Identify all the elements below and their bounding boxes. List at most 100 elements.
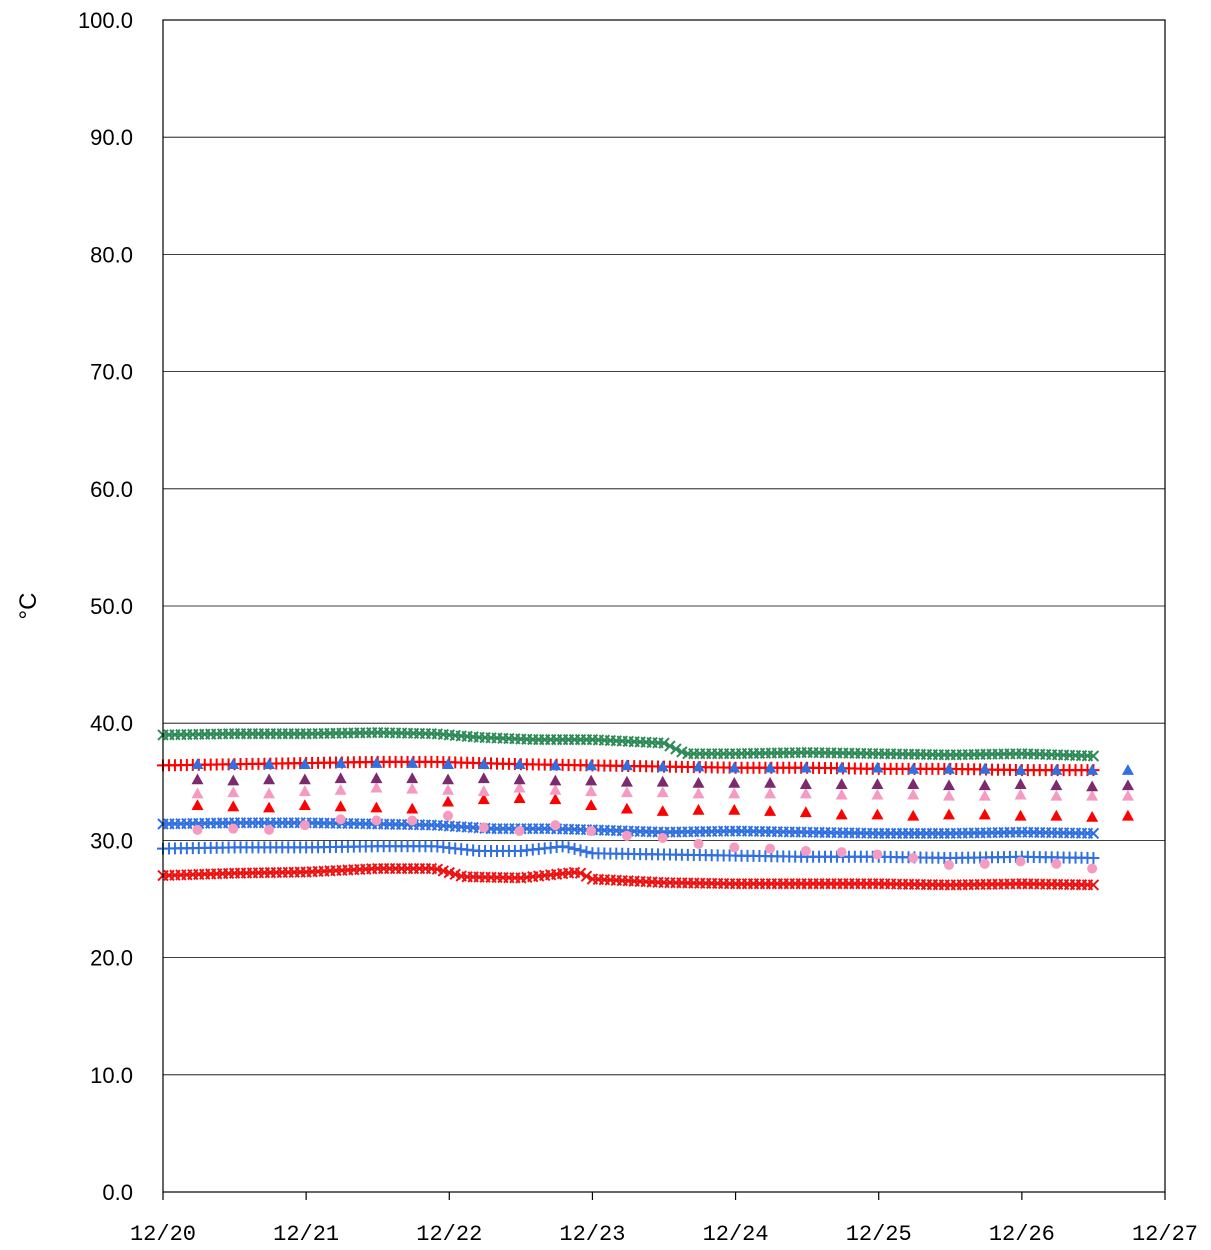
data-point (298, 799, 311, 811)
data-point (513, 773, 526, 785)
x-tick-label: 12/24 (703, 1222, 769, 1247)
data-point (1015, 856, 1026, 867)
x-tick-label: 12/27 (1132, 1222, 1198, 1247)
y-tick-label: 80.0 (90, 242, 133, 267)
data-point (656, 775, 669, 787)
data-point (549, 774, 562, 786)
data-point (942, 789, 955, 801)
data-point (263, 773, 276, 785)
data-point (574, 867, 587, 879)
data-point (513, 781, 526, 793)
data-point (227, 786, 240, 798)
data-point (836, 847, 847, 858)
x-axis-ticks: 12/20 12/21 12/22 12/23 12/24 12/25 12/26 12/27 (130, 1192, 1198, 1247)
data-point (580, 845, 593, 858)
data-point (1050, 789, 1063, 801)
y-tick-label: 70.0 (90, 360, 133, 385)
data-point (549, 793, 562, 805)
y-tick-label: 30.0 (90, 828, 133, 853)
data-point (979, 858, 990, 869)
data-point (263, 787, 276, 799)
data-point (799, 778, 812, 789)
data-point (441, 795, 454, 807)
y-tick-label: 40.0 (90, 711, 133, 736)
data-point (574, 844, 587, 857)
data-point (406, 782, 419, 794)
series-8 (191, 781, 1134, 801)
data-point (585, 785, 598, 796)
data-point (514, 826, 525, 837)
data-point (942, 762, 955, 774)
data-point (764, 787, 777, 799)
series-layer (157, 726, 1134, 891)
data-point (406, 772, 419, 784)
series-1 (157, 726, 1100, 762)
data-point (550, 820, 561, 831)
data-point (656, 760, 669, 772)
data-point (586, 826, 597, 837)
data-point (835, 778, 848, 789)
data-point (191, 773, 204, 785)
x-tick-label: 12/25 (846, 1222, 912, 1247)
data-point (1087, 879, 1100, 891)
data-point (478, 822, 489, 833)
data-point (1050, 764, 1063, 775)
data-point (656, 786, 669, 798)
data-point (728, 776, 741, 788)
data-point (191, 787, 204, 799)
data-point (871, 788, 884, 800)
data-point (871, 778, 884, 789)
data-point (477, 785, 490, 796)
data-point (978, 789, 991, 801)
data-point (441, 784, 454, 795)
data-point (693, 838, 704, 849)
data-point (1121, 764, 1134, 775)
data-point (620, 802, 633, 814)
data-point (728, 761, 741, 773)
y-tick-label: 50.0 (90, 594, 133, 619)
data-point (1121, 789, 1134, 801)
y-tick-label: 20.0 (90, 946, 133, 971)
data-point (568, 842, 581, 855)
data-point (907, 809, 920, 821)
y-tick-label: 10.0 (90, 1063, 133, 1088)
data-point (263, 801, 276, 813)
data-point (477, 772, 490, 784)
data-point (334, 800, 347, 812)
data-point (549, 759, 562, 771)
data-point (799, 787, 812, 799)
x-tick-label: 12/21 (273, 1222, 339, 1247)
data-point (764, 761, 777, 773)
data-point (942, 779, 955, 791)
data-point (298, 785, 311, 796)
data-point (871, 808, 884, 820)
data-point (370, 772, 383, 784)
data-point (477, 793, 490, 805)
data-point (764, 776, 777, 788)
series-10 (191, 757, 1134, 775)
data-point (298, 773, 311, 785)
data-point (692, 776, 705, 788)
data-point (728, 787, 741, 799)
data-point (656, 805, 669, 816)
data-point (799, 761, 812, 773)
data-point (664, 740, 676, 752)
data-point (585, 774, 598, 786)
data-point (370, 757, 383, 768)
data-point (477, 758, 490, 770)
data-point (908, 852, 919, 863)
data-point (334, 757, 347, 768)
y-tick-label: 100.0 (78, 8, 133, 33)
data-point (334, 784, 347, 795)
series-9 (191, 772, 1134, 792)
data-point (872, 849, 883, 860)
data-point (442, 810, 453, 821)
data-point (228, 823, 239, 834)
grid-lines (163, 136, 1165, 1076)
x-tick-label: 12/26 (989, 1222, 1055, 1247)
data-point (1086, 780, 1099, 792)
data-point (1086, 810, 1099, 822)
data-point (1087, 863, 1098, 874)
data-point (580, 870, 593, 882)
